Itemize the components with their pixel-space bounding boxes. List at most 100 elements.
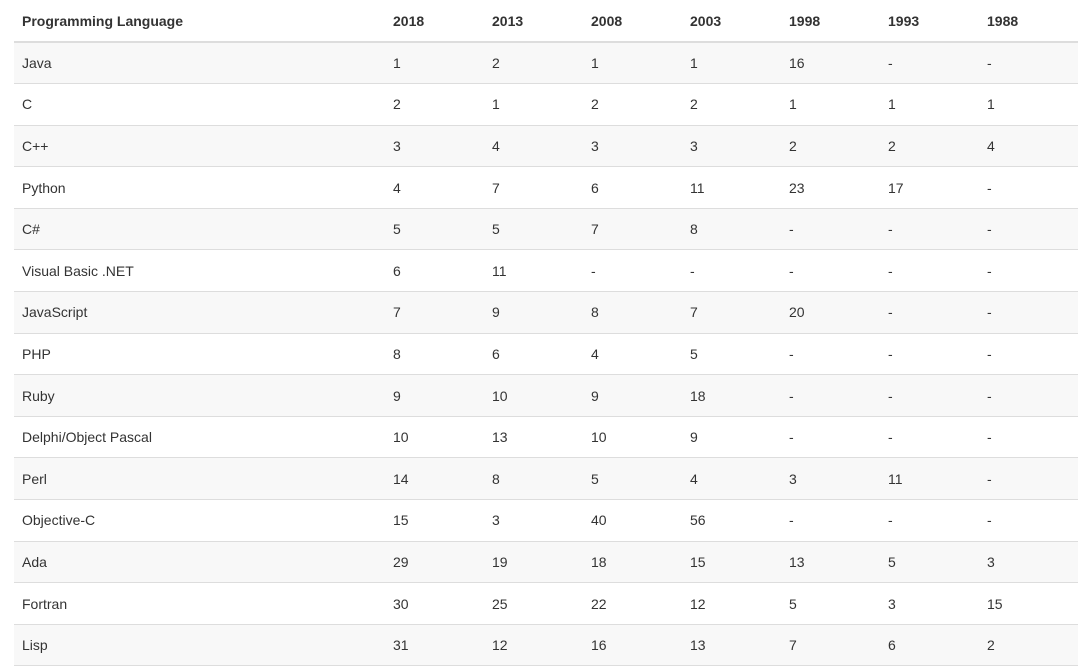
ranking-table-body: Java 1 2 1 1 16- - C 2 1 2 2 1 1 1 C++ 3 4 3 3 2 2 4 Python 4 7 6 1…: [14, 41, 1078, 667]
rank-cell: -: [979, 291, 1078, 334]
language-cell: PHP: [14, 332, 385, 375]
rank-cell: -: [979, 374, 1078, 417]
rank-cell: 10: [385, 415, 484, 458]
rank-cell: 9: [682, 415, 781, 458]
rank-cell: 18: [682, 374, 781, 417]
rank-cell: 5: [880, 540, 979, 583]
rank-cell: 2: [781, 124, 880, 167]
rank-cell: 4: [484, 124, 583, 167]
rank-cell: -: [880, 291, 979, 334]
rank-cell: -: [880, 249, 979, 292]
rank-cell: 5: [781, 582, 880, 625]
language-cell: JavaScript: [14, 291, 385, 334]
rank-cell: 1: [781, 83, 880, 126]
rank-cell: -: [979, 207, 1078, 250]
rank-cell: 1: [880, 83, 979, 126]
rank-cell: 5: [583, 457, 682, 500]
table-row: Python 4 7 6 11 23 17-: [14, 166, 1078, 209]
language-ranking-table: Programming Language 2018 2013 2008 2003…: [14, 0, 1078, 667]
rank-cell: -: [781, 207, 880, 250]
rank-cell: -: [880, 374, 979, 417]
rank-cell: 10: [484, 374, 583, 417]
rank-cell: 13: [682, 623, 781, 667]
rank-cell: 13: [484, 415, 583, 458]
rank-cell: -: [979, 415, 1078, 458]
language-cell: Python: [14, 166, 385, 209]
rank-cell: 3: [979, 540, 1078, 583]
rank-cell: -: [781, 499, 880, 542]
rank-cell: 6: [484, 332, 583, 375]
language-cell: Objective-C: [14, 499, 385, 542]
rank-cell: 2: [682, 83, 781, 126]
rank-cell: 8: [583, 291, 682, 334]
language-cell: Perl: [14, 457, 385, 500]
rank-cell: 8: [385, 332, 484, 375]
rank-cell: -: [682, 249, 781, 292]
language-cell: Fortran: [14, 582, 385, 625]
column-header-2013: 2013: [484, 0, 583, 43]
rank-cell: 22: [583, 582, 682, 625]
rank-cell: 29: [385, 540, 484, 583]
rank-cell: 1: [385, 41, 484, 84]
rank-cell: 25: [484, 582, 583, 625]
table-row: Ada 29 19 18 15 13 5 3: [14, 540, 1078, 583]
rank-cell: -: [781, 332, 880, 375]
column-header-2003: 2003: [682, 0, 781, 43]
rank-cell: -: [979, 166, 1078, 209]
rank-cell: 12: [484, 623, 583, 667]
rank-cell: -: [781, 415, 880, 458]
rank-cell: 40: [583, 499, 682, 542]
rank-cell: -: [583, 249, 682, 292]
language-cell: C: [14, 83, 385, 126]
rank-cell: -: [880, 41, 979, 84]
rank-cell: -: [880, 499, 979, 542]
rank-cell: 3: [385, 124, 484, 167]
rank-cell: -: [979, 249, 1078, 292]
rank-cell: 6: [385, 249, 484, 292]
rank-cell: 2: [385, 83, 484, 126]
language-cell: Ada: [14, 540, 385, 583]
rank-cell: 3: [880, 582, 979, 625]
rank-cell: 7: [682, 291, 781, 334]
table-row: PHP 8 6 4 5- - -: [14, 332, 1078, 375]
column-header-1998: 1998: [781, 0, 880, 43]
rank-cell: 5: [682, 332, 781, 375]
rank-cell: 11: [682, 166, 781, 209]
rank-cell: 8: [682, 207, 781, 250]
column-header-1988: 1988: [979, 0, 1078, 43]
table-row: Delphi/Object Pascal 10 13 10 9- - -: [14, 415, 1078, 458]
language-cell: Visual Basic .NET: [14, 249, 385, 292]
rank-cell: 2: [880, 124, 979, 167]
language-cell: C#: [14, 207, 385, 250]
rank-cell: 9: [583, 374, 682, 417]
language-cell: Ruby: [14, 374, 385, 417]
rank-cell: 11: [880, 457, 979, 500]
rank-cell: 1: [979, 83, 1078, 126]
rank-cell: 4: [583, 332, 682, 375]
column-header-2008: 2008: [583, 0, 682, 43]
rank-cell: 20: [781, 291, 880, 334]
table-row: Perl 14 8 5 4 3 11-: [14, 457, 1078, 500]
table-row: Visual Basic .NET 6 11- - - - -: [14, 249, 1078, 292]
table-row: JavaScript 7 9 8 7 20- -: [14, 291, 1078, 334]
rank-cell: 3: [781, 457, 880, 500]
rank-cell: 7: [484, 166, 583, 209]
rank-cell: 16: [583, 623, 682, 667]
rank-cell: 15: [682, 540, 781, 583]
rank-cell: 9: [385, 374, 484, 417]
rank-cell: 56: [682, 499, 781, 542]
column-header-2018: 2018: [385, 0, 484, 43]
rank-cell: 10: [583, 415, 682, 458]
rank-cell: 15: [385, 499, 484, 542]
rank-cell: 7: [781, 623, 880, 667]
language-cell: C++: [14, 124, 385, 167]
rank-cell: -: [781, 374, 880, 417]
table-row: Fortran 30 25 22 12 5 3 15: [14, 582, 1078, 625]
rank-cell: 4: [682, 457, 781, 500]
rank-cell: 3: [583, 124, 682, 167]
rank-cell: 14: [385, 457, 484, 500]
rank-cell: -: [880, 207, 979, 250]
rank-cell: 5: [484, 207, 583, 250]
rank-cell: 9: [484, 291, 583, 334]
